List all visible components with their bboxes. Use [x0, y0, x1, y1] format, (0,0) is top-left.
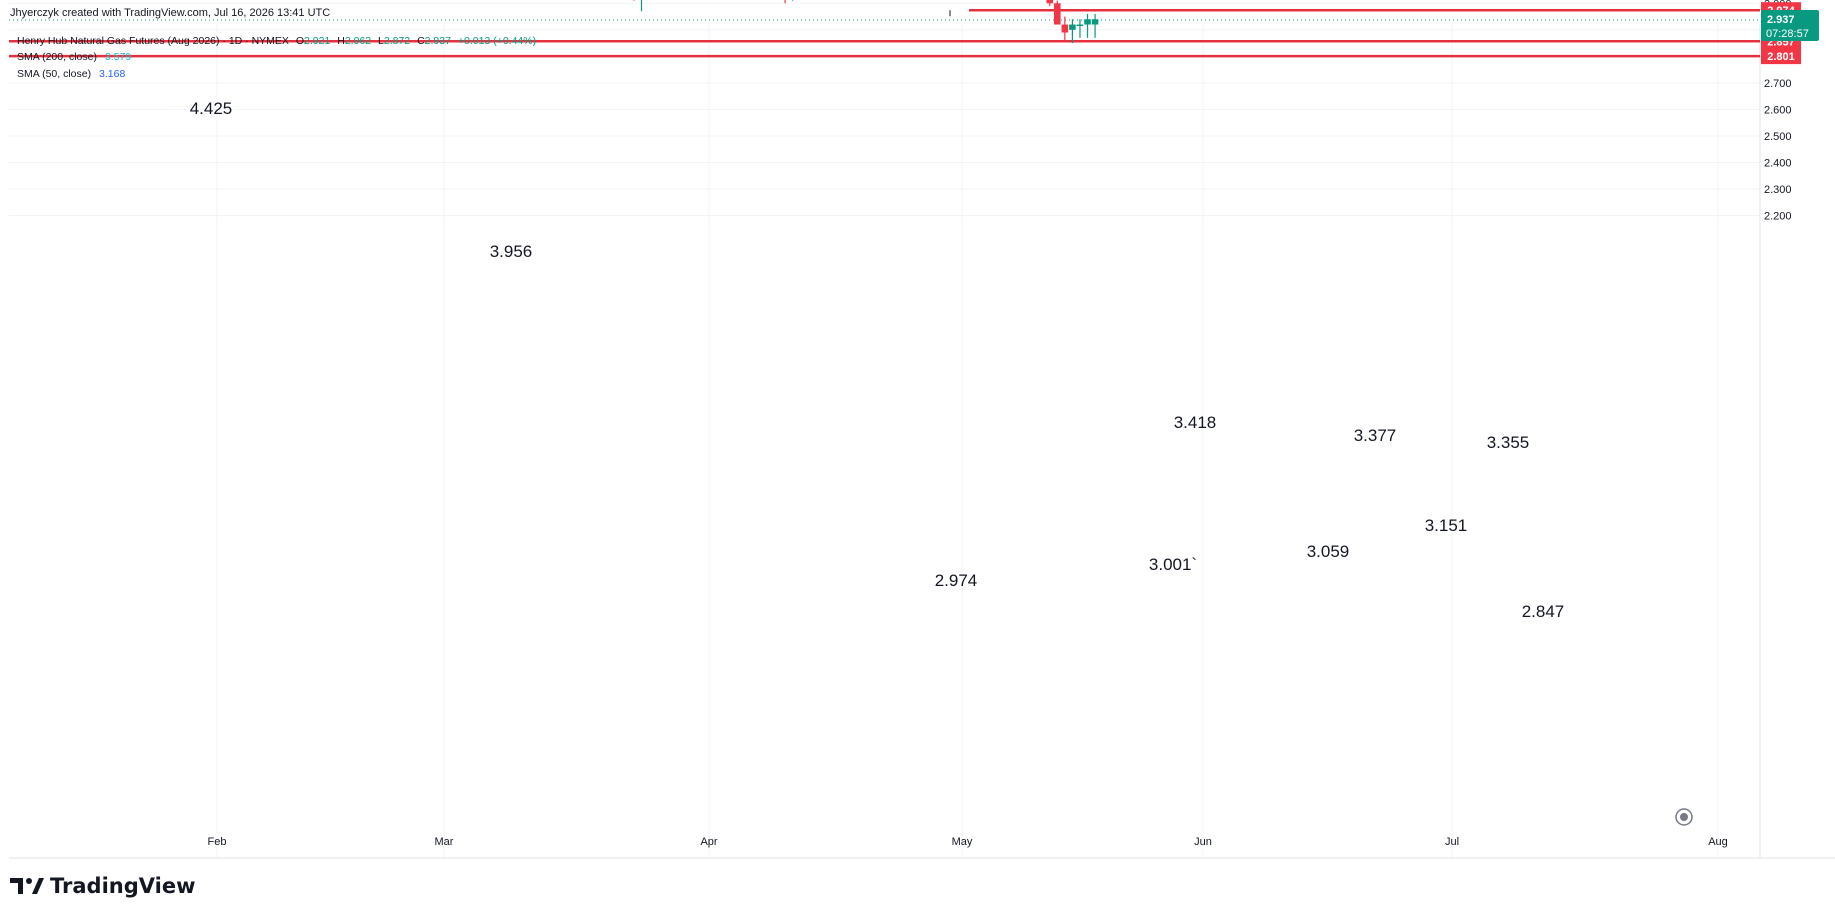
- sma200-value: 3.579: [104, 51, 132, 63]
- x-tick-label: Jul: [1445, 836, 1459, 848]
- last-price-label: 2.937: [1767, 14, 1795, 26]
- tradingview-logo[interactable]: TradingView: [10, 874, 195, 898]
- price-annotation: 3.001`: [1149, 555, 1197, 574]
- price-annotation: 3.151: [1425, 516, 1468, 535]
- price-tags: 4.4223.5793.1683.1332.9742.8572.8012.937…: [1761, 2, 1819, 65]
- open-value: 2.921: [304, 35, 331, 47]
- price-annotation: 4.425: [190, 99, 233, 118]
- candle: [792, 0, 794, 1]
- x-tick-label: Aug: [1708, 836, 1728, 848]
- candle: [1084, 13, 1091, 38]
- y-tick-label: 2.700: [1764, 78, 1792, 90]
- candle-body: [1084, 19, 1091, 25]
- candles: [633, 0, 1099, 44]
- y-axis: 2.2002.3002.4002.5002.6002.7002.8002.900…: [1759, 0, 1792, 858]
- reset-scale-icon[interactable]: [1675, 808, 1693, 826]
- candle: [1053, 0, 1061, 25]
- low-label: L: [378, 35, 384, 47]
- candle: [1061, 16, 1069, 41]
- last-price-tag: 2.937 07:28:57: [1761, 10, 1819, 42]
- price-annotation: 3.355: [1487, 433, 1530, 452]
- low-value: 2.872: [383, 35, 411, 47]
- x-tick-label: Mar: [435, 836, 454, 848]
- horizontal-levels[interactable]: [9, 0, 1760, 58]
- candle-body: [1076, 24, 1084, 27]
- candle-body: [1046, 0, 1054, 4]
- candle: [1091, 13, 1099, 38]
- sma50-value: 3.168: [99, 68, 126, 80]
- y-tick-label: 2.600: [1764, 104, 1792, 116]
- price-annotation: 3.059: [1307, 542, 1350, 561]
- candle: [640, 0, 643, 12]
- x-axis: Feb Mar Apr May Jun Jul Aug: [9, 836, 1835, 859]
- price-annotation: 3.956: [490, 242, 533, 261]
- tradingview-brand-text: TradingView: [50, 874, 196, 898]
- candle-body: [1061, 24, 1069, 33]
- change-value: +0.013 (+0.44%): [457, 35, 537, 47]
- symbol-title: Henry Hub Natural Gas Futures (Aug 2026)…: [17, 35, 289, 47]
- sma200-label: SMA (200, close): [17, 51, 97, 63]
- sma50-label: SMA (50, close): [17, 68, 92, 80]
- grid: [9, 2, 1760, 858]
- candle-body: [1069, 24, 1076, 30]
- price-tag-label: 2.801: [1767, 51, 1795, 63]
- x-tick-label: May: [952, 836, 973, 848]
- y-tick-label: 2.200: [1764, 211, 1792, 223]
- price-annotation: 2.847: [1522, 602, 1565, 621]
- candle-body: [1091, 19, 1099, 25]
- plot-area: [9, 24, 1500, 723]
- open-label: O: [295, 35, 305, 47]
- candle-body: [1053, 3, 1061, 25]
- y-tick-label: 2.300: [1764, 184, 1792, 196]
- last-price-tag-bg: [1761, 10, 1819, 42]
- price-tag-bg: [1761, 48, 1801, 65]
- created-by-text: Jhyerczyk created with TradingView.com, …: [10, 7, 331, 19]
- tradingview-logo-icon: [10, 878, 44, 894]
- annotations: 4.425 3.956 3.418 3.377 3.355 3.151 3.059 3.001…: [190, 10, 1565, 621]
- candle: [633, 0, 635, 1]
- sma50-legend[interactable]: SMA (50, close) 3.168: [17, 68, 125, 80]
- symbol-legend[interactable]: Henry Hub Natural Gas Futures (Aug 2026)…: [17, 35, 536, 47]
- candle: [1076, 19, 1084, 38]
- close-label: C: [417, 35, 425, 47]
- high-value: 2.962: [344, 35, 372, 47]
- x-tick-label: Jun: [1194, 836, 1212, 848]
- sma200-legend[interactable]: SMA (200, close) 3.579: [17, 51, 131, 63]
- price-annotation: 3.418: [1174, 413, 1217, 432]
- price-tag-2.801: 2.801: [1761, 48, 1801, 65]
- y-tick-label: 2.500: [1764, 131, 1792, 143]
- x-tick-label: Feb: [208, 836, 227, 848]
- candle: [1069, 19, 1076, 44]
- y-tick-label: 2.400: [1764, 158, 1792, 170]
- candle: [1046, 0, 1054, 6]
- close-value: 2.937: [424, 35, 451, 47]
- high-label: H: [337, 35, 345, 47]
- price-annotation: 3.377: [1354, 426, 1397, 445]
- bar-countdown: 07:28:57: [1766, 28, 1809, 40]
- x-tick-label: Apr: [700, 836, 717, 848]
- price-annotation: 2.974: [935, 571, 978, 590]
